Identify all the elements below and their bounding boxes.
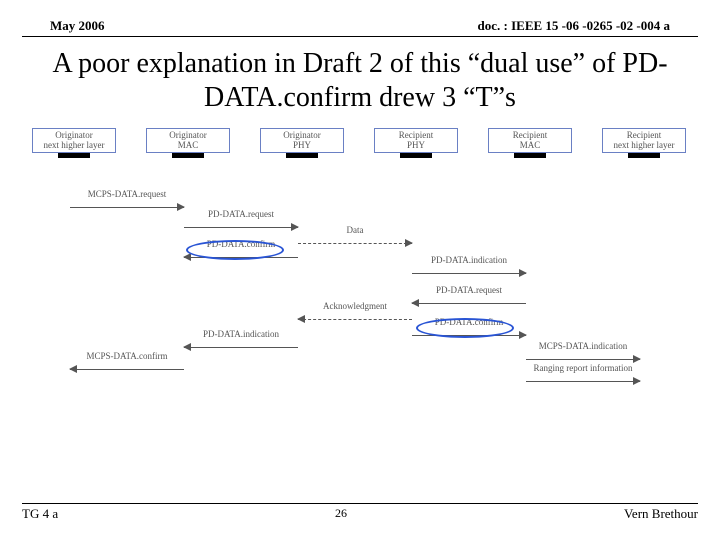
- slide-title: A poor explanation in Draft 2 of this “d…: [0, 37, 720, 120]
- lifeline-box: RecipientMAC: [488, 128, 572, 153]
- lifeline-box: RecipientPHY: [374, 128, 458, 153]
- msg-label: Ranging report information: [526, 363, 640, 373]
- msg-pd-req-r: PD-DATA.request: [412, 296, 526, 310]
- msg-label: PD-DATA.confirm: [412, 317, 526, 327]
- lifeline-orig-nhl: Originatornext higher layer: [28, 128, 120, 158]
- msg-label: PD-DATA.request: [412, 285, 526, 295]
- lifeline-foot: [514, 153, 546, 158]
- msg-pd-req: PD-DATA.request: [184, 220, 298, 234]
- lifeline-box: OriginatorMAC: [146, 128, 230, 153]
- msg-data: Data: [298, 236, 412, 250]
- lifeline-rec-mac: RecipientMAC: [484, 128, 576, 158]
- lifeline-rec-nhl: Recipientnext higher layer: [598, 128, 690, 158]
- msg-label: PD-DATA.indication: [184, 329, 298, 339]
- msg-label: Data: [298, 225, 412, 235]
- msg-label: Acknowledgment: [298, 301, 412, 311]
- lifeline-box: Recipientnext higher layer: [602, 128, 686, 153]
- msg-pd-conf-o: PD-DATA.confirm: [184, 250, 298, 264]
- msg-label: PD-DATA.confirm: [184, 239, 298, 249]
- msg-pd-ind: PD-DATA.indication: [412, 266, 526, 280]
- lifeline-foot: [286, 153, 318, 158]
- lifeline-foot: [628, 153, 660, 158]
- msg-rng-info: Ranging report information: [526, 374, 640, 388]
- msg-label: MCPS-DATA.request: [70, 189, 184, 199]
- footer-page-number: 26: [335, 506, 347, 521]
- msg-label: MCPS-DATA.confirm: [70, 351, 184, 361]
- msg-pd-conf-r: PD-DATA.confirm: [412, 328, 526, 342]
- msg-pd-ind-o: PD-DATA.indication: [184, 340, 298, 354]
- msg-mcps-conf: MCPS-DATA.confirm: [70, 362, 184, 376]
- sequence-diagram: Originatornext higher layer OriginatorMAC…: [28, 128, 692, 428]
- msg-label: MCPS-DATA.indication: [526, 341, 640, 351]
- footer-author: Vern Brethour: [624, 506, 698, 522]
- header-doc-id: doc. : IEEE 15 -06 -0265 -02 -004 a: [478, 18, 670, 34]
- msg-ack: Acknowledgment: [298, 312, 412, 326]
- slide-header: May 2006 doc. : IEEE 15 -06 -0265 -02 -0…: [22, 0, 698, 37]
- msg-label: PD-DATA.request: [184, 209, 298, 219]
- lifeline-foot: [58, 153, 90, 158]
- lifeline-box: OriginatorPHY: [260, 128, 344, 153]
- slide-footer: TG 4 a 26 Vern Brethour: [22, 503, 698, 522]
- lifeline-box: Originatornext higher layer: [32, 128, 116, 153]
- msg-mcps-req: MCPS-DATA.request: [70, 200, 184, 214]
- lifeline-rec-phy: RecipientPHY: [370, 128, 462, 158]
- header-date: May 2006: [50, 18, 105, 34]
- lifeline-orig-phy: OriginatorPHY: [256, 128, 348, 158]
- lifeline-foot: [400, 153, 432, 158]
- lifeline-foot: [172, 153, 204, 158]
- lifeline-orig-mac: OriginatorMAC: [142, 128, 234, 158]
- msg-label: PD-DATA.indication: [412, 255, 526, 265]
- footer-group: TG 4 a: [22, 506, 58, 522]
